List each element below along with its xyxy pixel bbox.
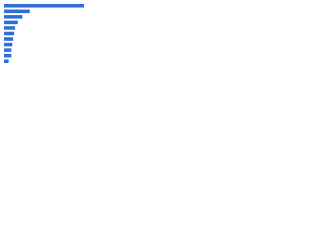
bar	[4, 37, 14, 41]
bar	[4, 53, 12, 58]
page: (() => { const data = JSON.parse(documen…	[0, 0, 100, 71]
bar	[4, 3, 85, 8]
chart	[4, 3, 85, 64]
bar	[4, 48, 12, 52]
bar	[4, 59, 9, 64]
bar	[4, 26, 16, 30]
bar	[4, 9, 30, 14]
bar	[4, 15, 23, 19]
bar	[4, 31, 15, 36]
bar	[4, 20, 18, 25]
bar	[4, 42, 13, 47]
